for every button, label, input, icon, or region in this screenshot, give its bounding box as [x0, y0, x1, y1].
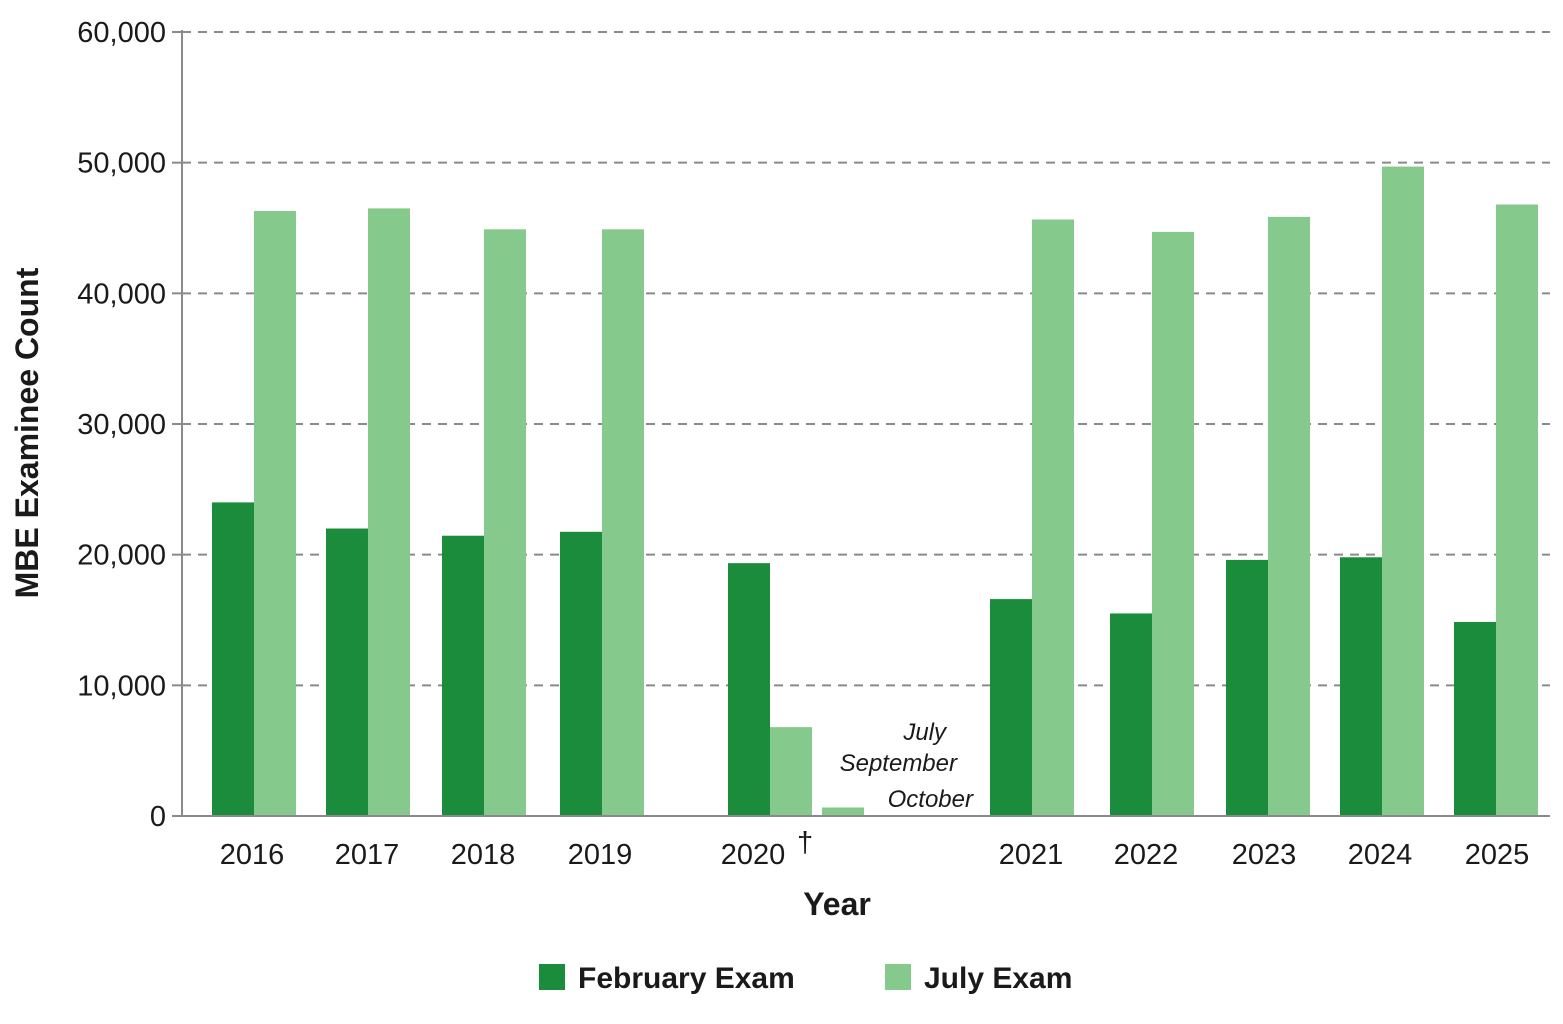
x-tick-label: 2020	[721, 839, 786, 871]
x-tick-label: 2021	[999, 839, 1064, 871]
legend-label-february: February Exam	[578, 962, 795, 995]
annotation-july: July	[902, 719, 948, 746]
bar-february-2016	[212, 502, 254, 816]
bar-february-2018	[442, 535, 484, 816]
bar-july-2019	[602, 229, 644, 817]
bar-february-2017	[326, 528, 368, 816]
x-tick-label: 2024	[1348, 839, 1413, 871]
bar-2020-september	[770, 772, 812, 816]
y-tick-label: 60,000	[77, 17, 166, 49]
bar-july-2022	[1152, 231, 1194, 817]
footnote-marker: †	[797, 827, 813, 859]
x-tick-label: 2022	[1114, 839, 1179, 871]
bar-february-2021	[990, 599, 1032, 816]
bar-february-2025	[1454, 621, 1496, 816]
bar-february-2019	[560, 531, 602, 816]
y-tick-label: 30,000	[77, 409, 166, 441]
bar-july-2021	[1032, 219, 1074, 817]
y-tick-label: 20,000	[77, 540, 166, 572]
bars	[212, 166, 1538, 817]
x-tick-label: 2023	[1232, 839, 1297, 871]
annotation-september: September	[840, 750, 958, 777]
bar-july-2024	[1382, 166, 1424, 816]
bar-february-2020	[728, 563, 770, 816]
y-axis-title: MBE Examinee Count	[9, 267, 45, 598]
bar-july-2025	[1496, 204, 1538, 817]
x-axis-title: Year	[803, 886, 871, 922]
bar-july-2023	[1268, 216, 1310, 817]
y-tick-labels: 0 10,000 20,000 30,000 40,000 50,000 60,000	[77, 17, 182, 833]
axes	[172, 30, 1550, 817]
x-tick-label: 2025	[1465, 839, 1530, 871]
bar-2020-october	[822, 807, 864, 816]
legend: February Exam July Exam	[539, 962, 1072, 995]
bar-february-2023	[1226, 559, 1268, 816]
legend-swatch-july	[885, 964, 911, 990]
bar-july-2016	[254, 211, 296, 817]
y-tick-label: 40,000	[77, 278, 166, 310]
legend-swatch-february	[539, 964, 565, 990]
y-tick-label: 10,000	[77, 670, 166, 702]
bar-february-2024	[1340, 557, 1382, 816]
x-tick-label: 2017	[335, 839, 400, 871]
x-tick-labels: 2016 2017 2018 2019 2020 2021 2022 2023 2024 2025…	[220, 827, 1530, 871]
legend-label-july: July Exam	[924, 962, 1072, 995]
x-tick-label: 2018	[451, 839, 516, 871]
bar-february-2022	[1110, 613, 1152, 816]
bar-july-2018	[484, 229, 526, 817]
y-tick-label: 0	[150, 801, 166, 833]
annotation-october: October	[888, 786, 974, 813]
y-tick-label: 50,000	[77, 148, 166, 180]
x-tick-label: 2019	[568, 839, 633, 871]
bar-july-2017	[368, 208, 410, 816]
x-tick-label: 2016	[220, 839, 285, 871]
annotations: July September October	[840, 719, 974, 813]
